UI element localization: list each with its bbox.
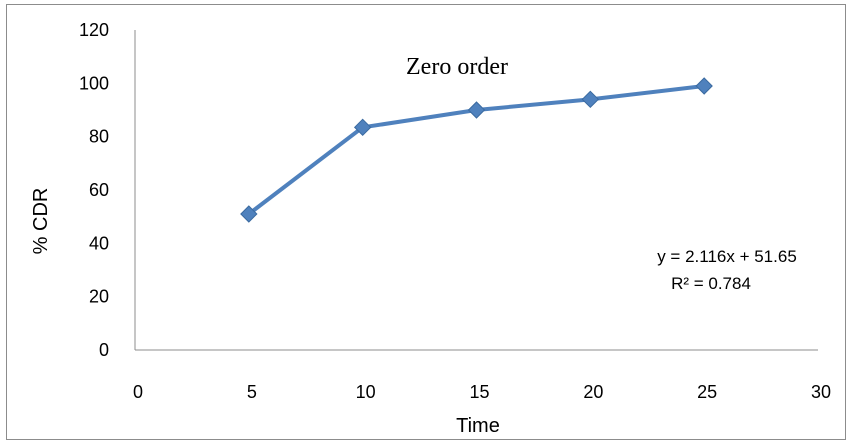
- y-tick-label: 40: [89, 233, 109, 253]
- y-tick-label: 20: [89, 287, 109, 307]
- x-tick-label: 15: [469, 382, 489, 402]
- data-point-marker: [467, 101, 486, 119]
- axes: [134, 30, 818, 351]
- y-tick-label: 0: [99, 340, 109, 360]
- trendline-equation: y = 2.116x + 51.65: [657, 247, 797, 266]
- y-axis-title: % CDR: [30, 188, 52, 255]
- x-tick-label: 5: [247, 382, 257, 402]
- y-tick-label: 60: [89, 180, 109, 200]
- x-tick-label: 25: [697, 382, 717, 402]
- y-tick-label: 120: [79, 20, 109, 40]
- data-point-marker: [695, 77, 713, 95]
- y-tick-label: 80: [89, 127, 109, 147]
- x-axis-title: Time: [456, 415, 500, 437]
- data-point-marker: [581, 90, 600, 109]
- x-tick-label: 30: [811, 382, 831, 402]
- x-tick-label: 10: [356, 382, 376, 402]
- trendline-r-squared: R² = 0.784: [671, 274, 751, 293]
- chart-frame: [6, 4, 846, 440]
- data-point-marker: [240, 205, 258, 223]
- tick-labels: 0 20 40 60 80 100 120 0 5 10 15 20 25 30: [79, 20, 831, 402]
- chart-title: Zero order: [406, 54, 508, 80]
- x-tick-label: 0: [133, 382, 143, 402]
- x-tick-label: 20: [583, 382, 603, 402]
- y-tick-label: 100: [79, 73, 109, 93]
- series: [240, 77, 713, 223]
- data-point-marker: [353, 118, 372, 137]
